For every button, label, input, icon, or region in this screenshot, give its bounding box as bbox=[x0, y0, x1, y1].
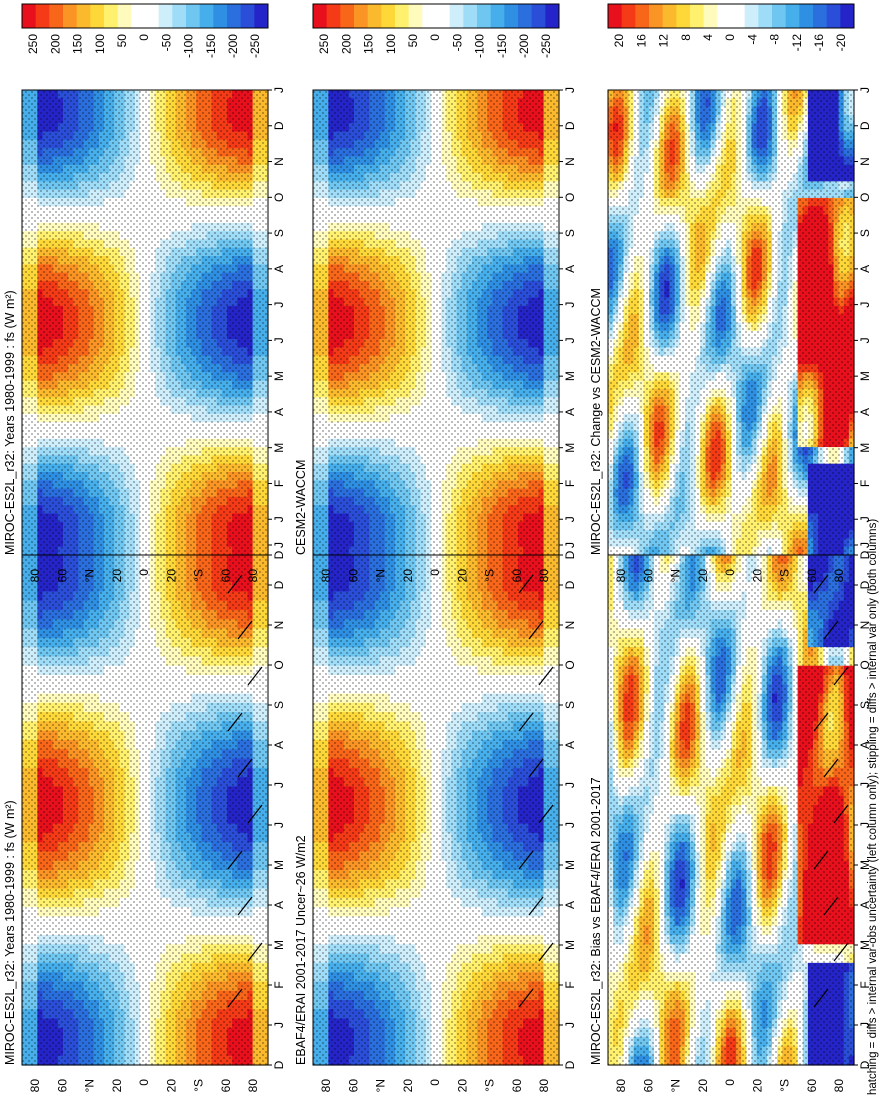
x-tick-label: J bbox=[272, 1022, 286, 1028]
x-tick-label: A bbox=[272, 901, 286, 909]
hatch-mark bbox=[247, 666, 263, 686]
panel-title: MIROC-ES2L_r32: Years 1980-1999 : fs (W … bbox=[3, 800, 17, 1065]
x-tick-label: F bbox=[272, 981, 286, 988]
hatch-mark bbox=[227, 850, 243, 870]
hatch-mark bbox=[237, 758, 253, 778]
x-tick-label: A bbox=[272, 741, 286, 749]
panel-0: D J F M A M J J A S O N D J 80 60 °N 20 0 20 °S 60 80 MIROC-ES2… bbox=[3, 452, 286, 1093]
hatch-mark bbox=[247, 804, 263, 824]
hatch-mark bbox=[227, 574, 243, 594]
y-tick-label: 80 bbox=[28, 1079, 42, 1093]
y-tick-label: °N bbox=[83, 1079, 97, 1092]
y-tick-label: 80 bbox=[246, 1079, 260, 1093]
y-tick-label: °S bbox=[192, 1079, 206, 1092]
x-tick-label: M bbox=[272, 860, 286, 870]
y-tick-label: 60 bbox=[55, 1079, 69, 1093]
y-tick-label: 0 bbox=[137, 1079, 151, 1086]
x-tick-label: J bbox=[272, 822, 286, 828]
x-tick-label: D bbox=[272, 1060, 286, 1069]
hatch-mark bbox=[247, 942, 263, 962]
hatch-mark bbox=[237, 620, 253, 640]
x-tick-label: O bbox=[272, 660, 286, 669]
y-tick-label: 20 bbox=[164, 1079, 178, 1093]
y-tick-label: 20 bbox=[110, 1079, 124, 1093]
x-tick-label: J bbox=[272, 782, 286, 788]
x-tick-label: M bbox=[272, 940, 286, 950]
x-tick-label: J bbox=[272, 542, 286, 548]
x-tick-label: S bbox=[272, 701, 286, 709]
hatch-mark bbox=[227, 988, 243, 1008]
hatch-mark bbox=[237, 896, 253, 916]
stipple-overlay bbox=[22, 545, 268, 1065]
y-tick-label: 60 bbox=[219, 1079, 233, 1093]
x-tick-label: N bbox=[272, 621, 286, 630]
x-tick-label: D bbox=[272, 580, 286, 589]
hatch-mark bbox=[227, 712, 243, 732]
